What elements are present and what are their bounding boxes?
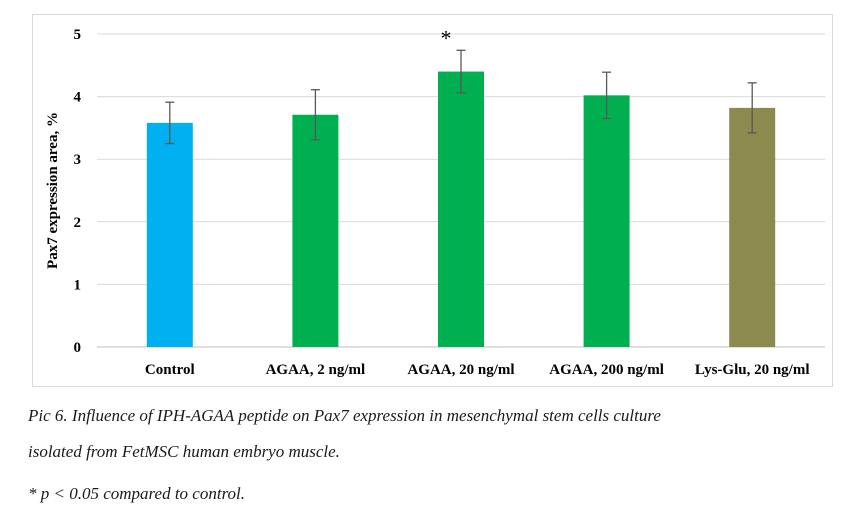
bar — [438, 71, 484, 347]
x-tick-label: AGAA, 200 ng/ml — [549, 362, 664, 378]
figure-caption-line1: Pic 6. Influence of IPH-AGAA peptide on … — [28, 406, 661, 425]
bar-chart: 0 1 2 3 4 5 Pax7 expression area, % Control AGAA… — [45, 25, 825, 378]
x-tick-label: Control — [145, 362, 195, 378]
y-tick-label: 1 — [74, 277, 82, 293]
x-tick-label: AGAA, 2 ng/ml — [266, 362, 366, 378]
figure-footnote: * p < 0.05 compared to control. — [28, 484, 246, 503]
significance-marker: * — [441, 25, 452, 50]
figure-caption-line2: isolated from FetMSC human embryo muscle… — [28, 442, 340, 461]
x-tick-label: AGAA, 20 ng/ml — [407, 362, 514, 378]
bar — [583, 95, 630, 348]
y-tick-label: 2 — [74, 215, 82, 231]
bar — [146, 122, 193, 347]
y-axis-label: Pax7 expression area, % — [45, 112, 61, 269]
y-tick-label: 4 — [74, 90, 82, 106]
y-tick-label: 3 — [74, 152, 82, 168]
y-tick-label: 0 — [74, 340, 82, 356]
bar — [729, 107, 776, 347]
bar — [292, 114, 339, 347]
y-tick-label: 5 — [74, 27, 82, 43]
x-tick-label: Lys-Glu, 20 ng/ml — [695, 362, 810, 378]
